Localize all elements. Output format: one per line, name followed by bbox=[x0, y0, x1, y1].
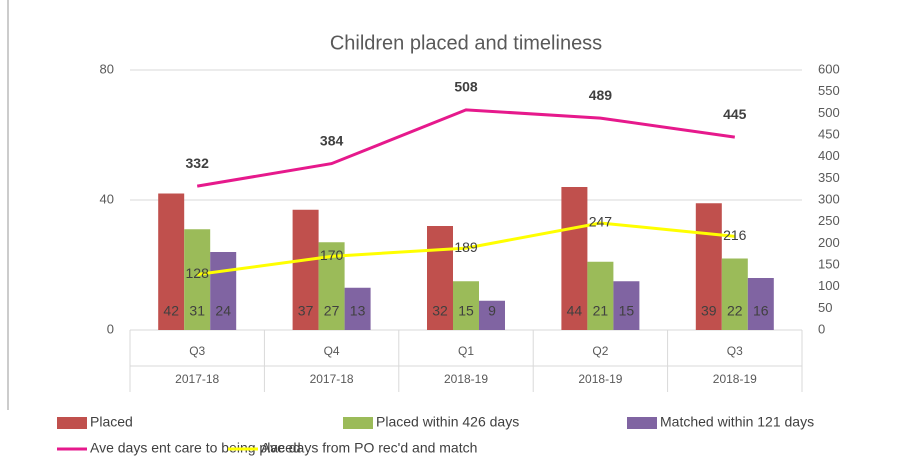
y2-tick-label: 200 bbox=[818, 235, 840, 250]
x-group-label: 2018-19 bbox=[444, 372, 488, 386]
bar-value-label: 13 bbox=[350, 303, 366, 319]
bar-value-label: 32 bbox=[432, 303, 448, 319]
line-value-label: 384 bbox=[320, 132, 344, 148]
bar bbox=[587, 261, 614, 330]
bar bbox=[721, 258, 748, 330]
line-value-label: 170 bbox=[320, 247, 344, 263]
legend-label: Placed bbox=[90, 414, 133, 430]
x-tick-label: Q4 bbox=[324, 344, 340, 358]
bar bbox=[479, 300, 505, 330]
bar bbox=[613, 281, 640, 330]
line-value-label: 128 bbox=[186, 265, 210, 281]
bar-value-label: 42 bbox=[163, 303, 179, 319]
y2-tick-label: 150 bbox=[818, 256, 840, 271]
bar-value-label: 16 bbox=[753, 303, 769, 319]
line-value-label: 247 bbox=[589, 214, 613, 230]
y-tick-label: 0 bbox=[107, 321, 114, 336]
line-value-label: 445 bbox=[723, 106, 747, 122]
bar bbox=[747, 278, 774, 330]
y-tick-label: 40 bbox=[100, 191, 114, 206]
bar-value-label: 21 bbox=[593, 303, 609, 319]
bar-value-label: 37 bbox=[298, 303, 314, 319]
y2-tick-label: 0 bbox=[818, 321, 825, 336]
bar bbox=[292, 209, 319, 330]
bar bbox=[427, 226, 453, 330]
x-tick-label: Q2 bbox=[592, 344, 608, 358]
line-value-label: 332 bbox=[186, 155, 210, 171]
line-series bbox=[196, 221, 735, 277]
bar bbox=[158, 193, 185, 330]
x-tick-label: Q3 bbox=[727, 344, 743, 358]
line-value-label: 189 bbox=[454, 239, 478, 255]
y2-tick-label: 600 bbox=[818, 61, 840, 76]
bar bbox=[210, 252, 237, 330]
x-group-label: 2017-18 bbox=[175, 372, 219, 386]
y2-tick-label: 450 bbox=[818, 126, 840, 141]
chart-title: Children placed and timeliness bbox=[330, 32, 602, 54]
legend-label: Matched within 121 days bbox=[660, 414, 814, 430]
bar-value-label: 9 bbox=[488, 303, 496, 319]
bar-value-label: 31 bbox=[189, 303, 205, 319]
y2-tick-label: 350 bbox=[818, 170, 840, 185]
bar-value-label: 44 bbox=[567, 303, 583, 319]
bar-value-label: 22 bbox=[727, 303, 743, 319]
bar-value-label: 24 bbox=[215, 303, 231, 319]
line-value-label: 508 bbox=[454, 79, 478, 95]
legend-label: Placed within 426 days bbox=[376, 414, 519, 430]
bar-value-label: 15 bbox=[619, 303, 635, 319]
bar-value-label: 15 bbox=[458, 303, 474, 319]
bar bbox=[184, 229, 211, 330]
y2-tick-label: 400 bbox=[818, 148, 840, 163]
bar bbox=[453, 281, 479, 330]
legend-swatch bbox=[343, 417, 373, 429]
x-group-label: 2018-19 bbox=[578, 372, 622, 386]
legend-swatch bbox=[627, 417, 657, 429]
y2-tick-label: 500 bbox=[818, 105, 840, 120]
legend-swatch bbox=[57, 417, 87, 429]
y2-tick-label: 550 bbox=[818, 83, 840, 98]
line-series bbox=[196, 108, 736, 188]
bar-value-label: 39 bbox=[701, 303, 717, 319]
legend-label: Ave days ent care to being placed bbox=[90, 440, 301, 456]
y2-tick-label: 100 bbox=[818, 278, 840, 293]
y2-tick-label: 300 bbox=[818, 191, 840, 206]
bar bbox=[344, 287, 371, 330]
y2-tick-label: 250 bbox=[818, 213, 840, 228]
x-tick-label: Q1 bbox=[458, 344, 474, 358]
legend-label: Ave days from PO rec'd and match bbox=[261, 440, 477, 456]
bar-value-label: 27 bbox=[324, 303, 340, 319]
x-group-label: 2017-18 bbox=[310, 372, 354, 386]
y2-tick-label: 50 bbox=[818, 300, 832, 315]
y-tick-label: 80 bbox=[100, 61, 114, 76]
x-tick-label: Q3 bbox=[189, 344, 205, 358]
x-group-label: 2018-19 bbox=[713, 372, 757, 386]
line-value-label: 216 bbox=[723, 227, 747, 243]
bar bbox=[561, 187, 588, 330]
bar bbox=[695, 203, 722, 330]
line-value-label: 489 bbox=[589, 87, 613, 103]
